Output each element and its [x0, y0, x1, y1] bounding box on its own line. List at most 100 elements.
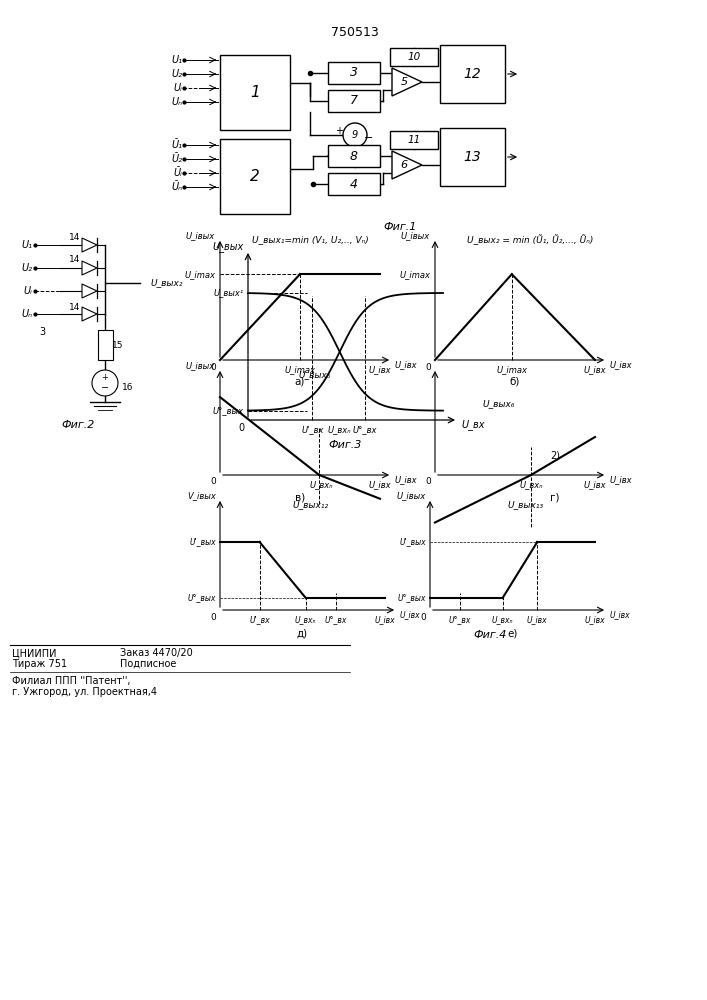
Polygon shape	[392, 151, 422, 179]
Text: Uᵢ: Uᵢ	[23, 286, 32, 296]
Polygon shape	[82, 284, 97, 298]
Polygon shape	[82, 261, 97, 275]
Text: U_iвх: U_iвх	[400, 610, 421, 619]
Text: 0: 0	[238, 423, 244, 433]
Bar	[328, 90, 380, 112]
Text: U_imax: U_imax	[400, 270, 431, 279]
Text: U_iвх: U_iвх	[584, 481, 607, 489]
Bar	[328, 173, 380, 195]
Text: U_вхₙ: U_вхₙ	[328, 426, 351, 434]
Text: ЦНИИПИ: ЦНИИПИ	[12, 648, 57, 658]
Text: 0: 0	[420, 612, 426, 621]
Text: Фиг.4: Фиг.4	[473, 630, 507, 640]
Text: −: −	[364, 133, 374, 143]
Text: Uₙ: Uₙ	[171, 97, 182, 107]
Text: U_iвх: U_iвх	[368, 481, 391, 489]
Text: U_вхₙ: U_вхₙ	[310, 481, 333, 489]
Text: U_вых₁₂: U_вых₁₂	[293, 500, 329, 510]
Text: г): г)	[550, 492, 560, 502]
Text: 0: 0	[210, 612, 216, 621]
Text: U_вых₂ = min (Ũ₁, Ũ₂,..., Ũₙ): U_вых₂ = min (Ũ₁, Ũ₂,..., Ũₙ)	[467, 235, 593, 245]
Text: 3: 3	[39, 327, 45, 337]
Text: U°_вых: U°_вых	[397, 593, 426, 602]
Text: +: +	[335, 126, 343, 136]
Text: 3: 3	[350, 66, 358, 80]
Text: U_imax: U_imax	[284, 365, 315, 374]
Text: U'_вх: U'_вх	[250, 615, 270, 624]
Text: U_вых₁=min (V₁, U₂,.., Vₙ): U_вых₁=min (V₁, U₂,.., Vₙ)	[252, 235, 368, 244]
Text: Тираж 751: Тираж 751	[12, 659, 67, 669]
Bar	[328, 145, 380, 167]
Text: Фиг.2: Фиг.2	[62, 420, 95, 430]
Text: V_iвых: V_iвых	[187, 491, 216, 500]
Text: U°_вых: U°_вых	[213, 406, 244, 415]
Text: Подписное: Подписное	[120, 659, 176, 669]
Text: д): д)	[297, 629, 308, 639]
Text: U_вхₙ: U_вхₙ	[295, 615, 317, 624]
Text: U_iвх: U_iвх	[527, 615, 547, 624]
Circle shape	[343, 123, 367, 147]
Text: Ũ₁: Ũ₁	[171, 140, 182, 150]
Text: U_вх: U_вх	[461, 420, 484, 430]
Text: в): в)	[295, 492, 305, 502]
Text: 8: 8	[350, 149, 358, 162]
Text: U_imax: U_imax	[496, 365, 527, 374]
Text: U°_вых: U°_вых	[187, 593, 216, 602]
Text: Фиг.3: Фиг.3	[329, 440, 362, 450]
Text: U₂: U₂	[171, 69, 182, 79]
Polygon shape	[82, 238, 97, 252]
Bar	[220, 139, 290, 214]
Text: 14: 14	[69, 255, 81, 264]
Text: U₂: U₂	[21, 263, 32, 273]
Text: U_iвх: U_iвх	[395, 360, 418, 369]
Text: U_iвых: U_iвых	[186, 361, 215, 370]
Text: Ũᵢ: Ũᵢ	[173, 168, 182, 178]
Text: Фиг.1: Фиг.1	[383, 222, 416, 232]
Text: 9: 9	[352, 130, 358, 140]
Bar	[390, 131, 438, 149]
Text: U₁: U₁	[171, 55, 182, 65]
Text: U_вых₂: U_вых₂	[150, 278, 182, 288]
Text: а): а)	[295, 377, 305, 387]
Text: г. Ужгород, ул. Проектная,4: г. Ужгород, ул. Проектная,4	[12, 687, 157, 697]
Text: U_iвых: U_iвых	[401, 232, 430, 240]
Text: U_вых₆: U_вых₆	[483, 399, 515, 408]
Text: U_iвых: U_iвых	[397, 491, 426, 500]
Text: 5: 5	[400, 77, 407, 87]
Text: U_вых₅: U_вых₅	[299, 370, 332, 379]
Text: U'_вых: U'_вых	[399, 538, 426, 546]
Text: U_вых₁₃: U_вых₁₃	[508, 500, 544, 510]
Text: U_iвх: U_iвх	[610, 360, 633, 369]
Text: 0: 0	[210, 478, 216, 487]
Text: U_iвх: U_iвх	[375, 615, 395, 624]
Text: б): б)	[510, 377, 520, 387]
Bar	[390, 48, 438, 66]
Circle shape	[92, 370, 118, 396]
Text: е): е)	[508, 629, 518, 639]
Text: 2): 2)	[550, 451, 560, 461]
Text: Филиал ППП ''Патент'',: Филиал ППП ''Патент'',	[12, 676, 131, 686]
Text: Ũ₂: Ũ₂	[171, 154, 182, 164]
Bar	[220, 55, 290, 130]
Text: U_вхₙ: U_вхₙ	[519, 481, 543, 489]
Text: −: −	[101, 383, 109, 393]
Text: U_вхₙ: U_вхₙ	[492, 615, 513, 624]
Bar	[328, 62, 380, 84]
Text: Заказ 4470/20: Заказ 4470/20	[120, 648, 193, 658]
Text: Uᵢ: Uᵢ	[173, 83, 182, 93]
Text: 750513: 750513	[331, 25, 379, 38]
Text: 14: 14	[69, 232, 81, 241]
Text: U°_вх: U°_вх	[448, 615, 471, 624]
Text: 12: 12	[464, 67, 481, 81]
Text: U₁: U₁	[21, 240, 32, 250]
Text: 6: 6	[400, 160, 407, 170]
Text: U°_вх: U°_вх	[325, 615, 346, 624]
Text: U_iвх: U_iвх	[584, 365, 607, 374]
Text: U_iвх: U_iвх	[610, 476, 633, 485]
Text: Ũₙ: Ũₙ	[171, 182, 182, 192]
Text: U_вых: U_вых	[213, 242, 244, 252]
Text: U_iвх: U_iвх	[585, 615, 605, 624]
Text: U_iвх: U_iвх	[610, 610, 631, 619]
Text: 15: 15	[112, 340, 124, 350]
Text: 10: 10	[407, 52, 421, 62]
